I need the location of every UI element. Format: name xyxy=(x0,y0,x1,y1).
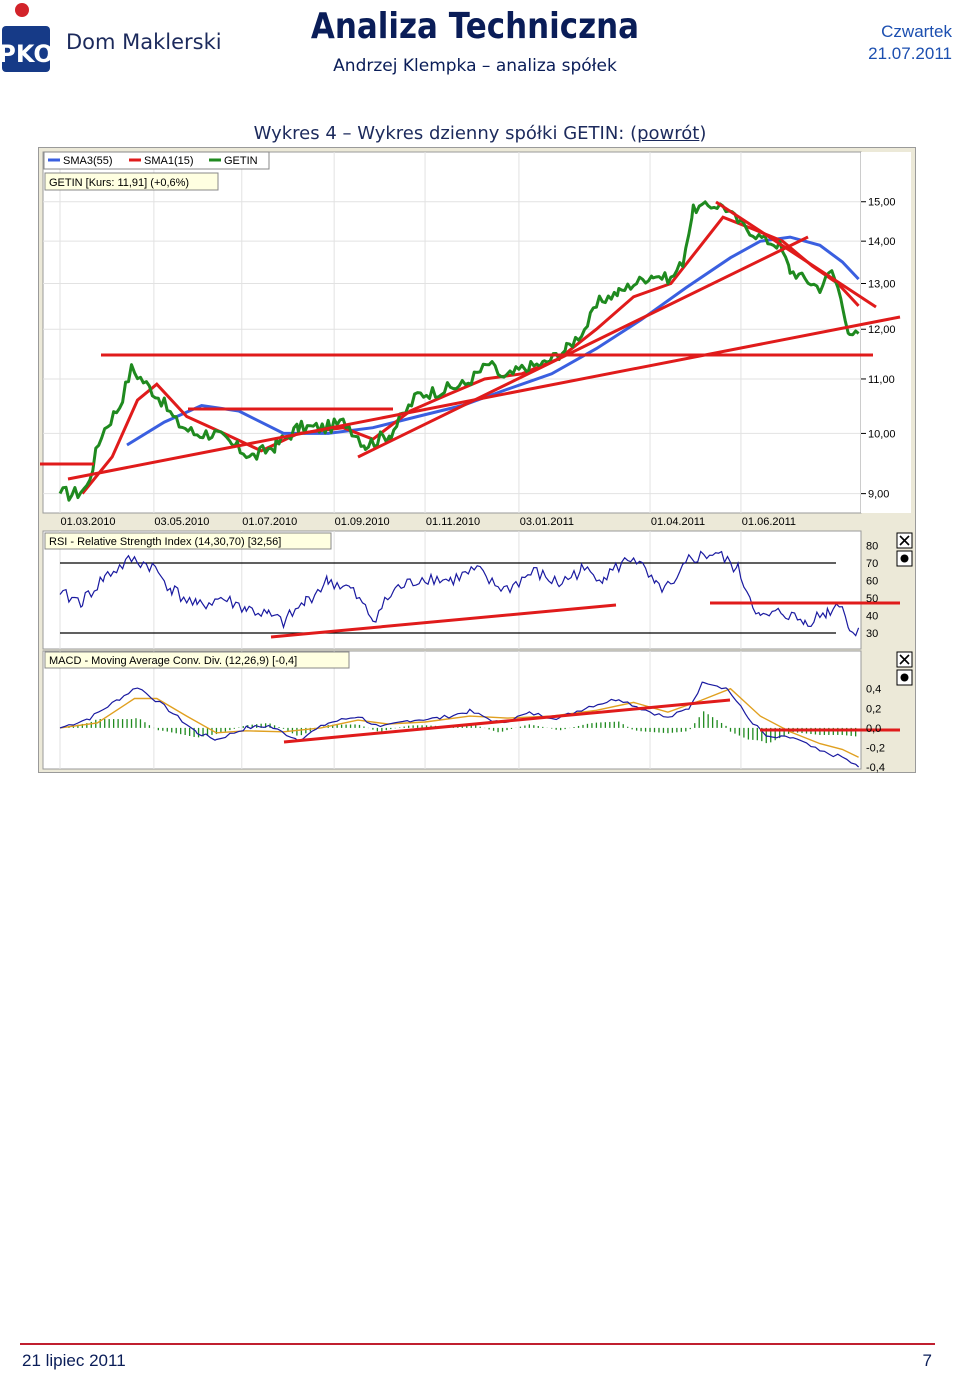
back-link[interactable]: powrót xyxy=(637,123,700,144)
rsi-y-tick-label: 60 xyxy=(866,576,878,588)
rsi-line xyxy=(59,550,860,637)
caption-prefix: Wykres 4 – Wykres dzienny spółki GETIN: … xyxy=(253,123,638,144)
header-weekday: Czwartek xyxy=(881,22,952,41)
macd-line xyxy=(59,681,860,768)
uptrend-line-2 xyxy=(357,235,809,459)
downtrend-line xyxy=(715,200,877,309)
legend-sma3: SMA3(55) xyxy=(63,155,113,167)
price-y-tick-label: 12,00 xyxy=(868,324,896,336)
page-title: Analiza Techniczna xyxy=(310,6,640,47)
chart-svg: 15,00 14,00 13,00 12,00 11,00 10,00 9,00 01.03.… xyxy=(38,147,916,774)
price-y-tick-label: 15,00 xyxy=(868,197,896,209)
rsi-y-tick-label: 70 xyxy=(866,558,878,570)
rsi-trendline xyxy=(270,603,617,639)
macd-plot-area xyxy=(42,650,862,770)
footer-date: 21 lipiec 2011 xyxy=(22,1351,126,1370)
long-term-uptrend-line xyxy=(67,315,901,481)
price-x-tick-label: 01.03.2010 xyxy=(60,516,115,528)
rsi-title: RSI - Relative Strength Index (14,30,70)… xyxy=(49,536,281,548)
caption-suffix: ) xyxy=(699,123,707,144)
price-x-tick-label: 03.01.2011 xyxy=(520,516,574,528)
legend-getin: GETIN xyxy=(224,155,258,167)
price-x-tick-label: 01.07.2010 xyxy=(242,516,297,528)
rsi-y-tick-label: 30 xyxy=(866,628,878,640)
logo-text: Dom Maklerski xyxy=(66,30,222,54)
dot-icon xyxy=(900,673,909,682)
rsi-y-tick-label: 80 xyxy=(866,541,878,553)
chart-panel: 15,00 14,00 13,00 12,00 11,00 10,00 9,00 01.03.… xyxy=(38,147,916,774)
sma1-15-line xyxy=(81,215,860,495)
svg-text:PKO: PKO xyxy=(0,40,54,68)
price-info-label: GETIN [Kurs: 11,91] (+0,6%) xyxy=(49,177,189,189)
rsi-title-box xyxy=(44,532,332,550)
macd-y-tick-label: 0,2 xyxy=(866,703,881,715)
macd-title-box xyxy=(44,651,350,669)
rsi-options-button[interactable] xyxy=(896,550,913,567)
macd-signal-line xyxy=(59,687,859,758)
footer-divider xyxy=(20,1343,935,1345)
price-x-tick-label: 01.06.2011 xyxy=(742,516,796,528)
rsi-plot-area xyxy=(42,530,862,650)
close-icon xyxy=(899,535,910,546)
sma3-55-line xyxy=(126,235,860,447)
price-y-tick-label: 10,00 xyxy=(868,428,896,440)
pko-logo: PKO Dom Maklerski xyxy=(0,0,225,78)
chart-caption: Wykres 4 – Wykres dzienny spółki GETIN: … xyxy=(0,123,960,144)
macd-y-tick-label: 0,0 xyxy=(866,723,881,735)
macd-y-tick-label: -0,2 xyxy=(866,742,885,754)
macd-title: MACD - Moving Average Conv. Div. (12,26,… xyxy=(49,655,297,667)
price-x-tick-label: 01.04.2011 xyxy=(651,516,705,528)
macd-options-button[interactable] xyxy=(896,669,913,686)
page-number: 7 xyxy=(922,1351,932,1370)
dot-icon xyxy=(900,554,909,563)
macd-close-button[interactable] xyxy=(896,651,913,668)
pko-emblem-icon: PKO xyxy=(0,3,54,72)
close-icon xyxy=(899,654,910,665)
price-y-tick-label: 11,00 xyxy=(868,374,895,386)
getin-price-line xyxy=(58,200,860,502)
macd-trendline xyxy=(283,698,731,744)
price-x-tick-label: 03.05.2010 xyxy=(154,516,209,528)
macd-y-tick-label: -0,4 xyxy=(866,762,885,773)
price-axis-area xyxy=(861,152,911,513)
price-y-tick-label: 13,00 xyxy=(868,279,896,291)
rsi-y-tick-label: 40 xyxy=(866,611,878,623)
macd-y-tick-label: 0,4 xyxy=(866,684,881,696)
header-date: 21.07.2011 xyxy=(868,44,952,63)
price-legend: SMA3(55) SMA1(15) GETIN xyxy=(43,151,270,170)
legend-sma1: SMA1(15) xyxy=(144,155,194,167)
rsi-close-button[interactable] xyxy=(896,532,913,549)
price-y-tick-label: 14,00 xyxy=(868,236,896,248)
price-x-tick-label: 01.11.2010 xyxy=(426,516,480,528)
rsi-y-tick-label: 50 xyxy=(866,593,878,605)
page-subtitle: Andrzej Klempka – analiza spółek xyxy=(333,56,617,76)
price-x-tick-label: 01.09.2010 xyxy=(335,516,390,528)
price-y-tick-label: 9,00 xyxy=(868,489,889,501)
price-info-box xyxy=(44,172,219,191)
